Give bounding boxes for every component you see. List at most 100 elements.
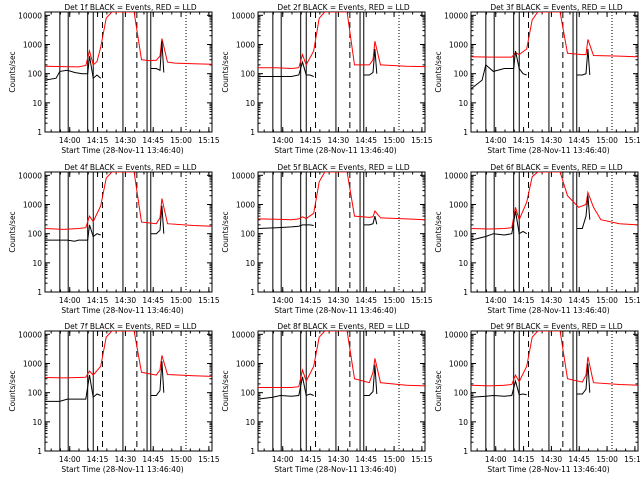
y-tick-label: 1: [463, 128, 468, 137]
y-tick-label: 1000: [23, 40, 42, 49]
x-tick-label: 14:45: [355, 455, 377, 464]
events-series-line: [471, 195, 591, 241]
panel-7: Det 7f BLACK = Events, RED = LLD 1 10 100 10…: [8, 322, 220, 474]
panel-title: Det 8f BLACK = Events, RED = LLD: [277, 322, 410, 331]
y-tick-label: 1: [463, 447, 468, 456]
y-tick-label: 10000: [231, 11, 255, 20]
y-tick-label: 10: [32, 418, 42, 427]
x-axis-label: Start Time (28-Nov-11 13:46:40): [61, 146, 183, 155]
y-tick-label: 10: [458, 259, 468, 268]
events-series-line: [471, 48, 591, 90]
x-axis-label: Start Time (28-Nov-11 13:46:40): [274, 306, 396, 315]
y-tick-label: 100: [454, 230, 469, 239]
y-axis-label: Counts/sec: [434, 370, 443, 411]
x-axis-label: Start Time (28-Nov-11 13:46:40): [487, 465, 609, 474]
y-tick-label: 100: [28, 389, 43, 398]
panel-title: Det 1f BLACK = Events, RED = LLD: [64, 3, 197, 12]
x-tick-label: 14:15: [300, 296, 322, 305]
plot-frame: [257, 11, 426, 133]
x-tick-label: 14:15: [87, 455, 109, 464]
y-tick-label: 1: [250, 288, 255, 297]
y-tick-label: 10000: [18, 171, 42, 180]
y-tick-label: 100: [454, 70, 469, 79]
x-tick-label: 14:45: [355, 296, 377, 305]
events-series-line: [45, 205, 165, 242]
events-series-line: [45, 361, 165, 402]
x-tick-label: 14:15: [87, 296, 109, 305]
x-tick-label: 15:15: [624, 296, 640, 305]
y-tick-label: 10000: [444, 330, 468, 339]
x-tick-label: 14:45: [568, 296, 590, 305]
panel-title: Det 6f BLACK = Events, RED = LLD: [490, 163, 623, 172]
x-tick-label: 14:15: [513, 136, 535, 145]
x-tick-label: 14:30: [541, 296, 563, 305]
lld-series-line: [258, 12, 425, 70]
y-axis-label: Counts/sec: [8, 370, 17, 411]
x-tick-label: 15:15: [411, 455, 433, 464]
x-tick-label: 15:15: [411, 136, 433, 145]
x-tick-label: 14:30: [115, 455, 137, 464]
panel-title: Det 5f BLACK = Events, RED = LLD: [277, 163, 410, 172]
y-tick-label: 100: [241, 389, 256, 398]
x-tick-label: 14:45: [355, 136, 377, 145]
panel-4: Det 4f BLACK = Events, RED = LLD 1 10 100 10…: [8, 163, 220, 315]
x-tick-label: 14:30: [328, 296, 350, 305]
x-axis-label: Start Time (28-Nov-11 13:46:40): [61, 465, 183, 474]
lld-series-line: [258, 331, 425, 388]
panel-3: Det 3f BLACK = Events, RED = LLD 1 10 100 10…: [434, 3, 640, 155]
y-tick-label: 10: [245, 99, 255, 108]
x-tick-label: 14:30: [328, 455, 350, 464]
events-series-line: [258, 215, 378, 229]
x-tick-label: 14:30: [115, 136, 137, 145]
plot-frame: [257, 171, 426, 293]
y-tick-label: 1000: [449, 200, 468, 209]
y-axis-label: Counts/sec: [221, 370, 230, 411]
x-tick-label: 14:45: [568, 455, 590, 464]
x-tick-label: 14:00: [272, 136, 294, 145]
x-tick-label: 14:30: [115, 296, 137, 305]
y-axis-label: Counts/sec: [434, 51, 443, 92]
lld-series-line: [45, 172, 212, 230]
y-tick-label: 10000: [444, 171, 468, 180]
x-tick-label: 14:45: [142, 455, 164, 464]
y-axis-label: Counts/sec: [434, 211, 443, 252]
x-axis-label: Start Time (28-Nov-11 13:46:40): [274, 146, 396, 155]
y-tick-label: 100: [28, 70, 43, 79]
y-tick-label: 1: [250, 447, 255, 456]
y-tick-label: 10: [458, 99, 468, 108]
plot-frame: [470, 330, 639, 452]
y-axis-label: Counts/sec: [8, 51, 17, 92]
y-tick-label: 10000: [231, 171, 255, 180]
events-series-line: [471, 363, 591, 398]
panel-title: Det 7f BLACK = Events, RED = LLD: [64, 322, 197, 331]
x-tick-label: 14:45: [142, 136, 164, 145]
y-tick-label: 10000: [231, 330, 255, 339]
x-tick-label: 14:00: [272, 455, 294, 464]
x-tick-label: 15:15: [624, 136, 640, 145]
lld-series-line: [471, 331, 638, 387]
x-tick-label: 14:00: [485, 136, 507, 145]
events-series-line: [258, 48, 378, 77]
y-tick-label: 10000: [18, 11, 42, 20]
y-axis-label: Counts/sec: [221, 51, 230, 92]
y-tick-label: 10000: [18, 330, 42, 339]
plot-frame: [470, 171, 639, 293]
y-tick-label: 1: [463, 288, 468, 297]
panel-2: Det 2f BLACK = Events, RED = LLD 1 10 100 10…: [221, 3, 433, 155]
x-axis-label: Start Time (28-Nov-11 13:46:40): [61, 306, 183, 315]
x-tick-label: 15:00: [383, 296, 405, 305]
x-tick-label: 14:00: [485, 455, 507, 464]
x-tick-label: 14:00: [59, 296, 81, 305]
x-axis-label: Start Time (28-Nov-11 13:46:40): [487, 146, 609, 155]
x-tick-label: 15:15: [198, 296, 220, 305]
y-tick-label: 1000: [449, 359, 468, 368]
x-tick-label: 15:15: [198, 136, 220, 145]
y-tick-label: 100: [241, 70, 256, 79]
x-tick-label: 14:30: [541, 455, 563, 464]
y-tick-label: 1: [37, 288, 42, 297]
x-tick-label: 15:00: [170, 455, 192, 464]
x-tick-label: 15:00: [596, 296, 618, 305]
y-tick-label: 1: [37, 128, 42, 137]
x-tick-label: 15:00: [596, 455, 618, 464]
